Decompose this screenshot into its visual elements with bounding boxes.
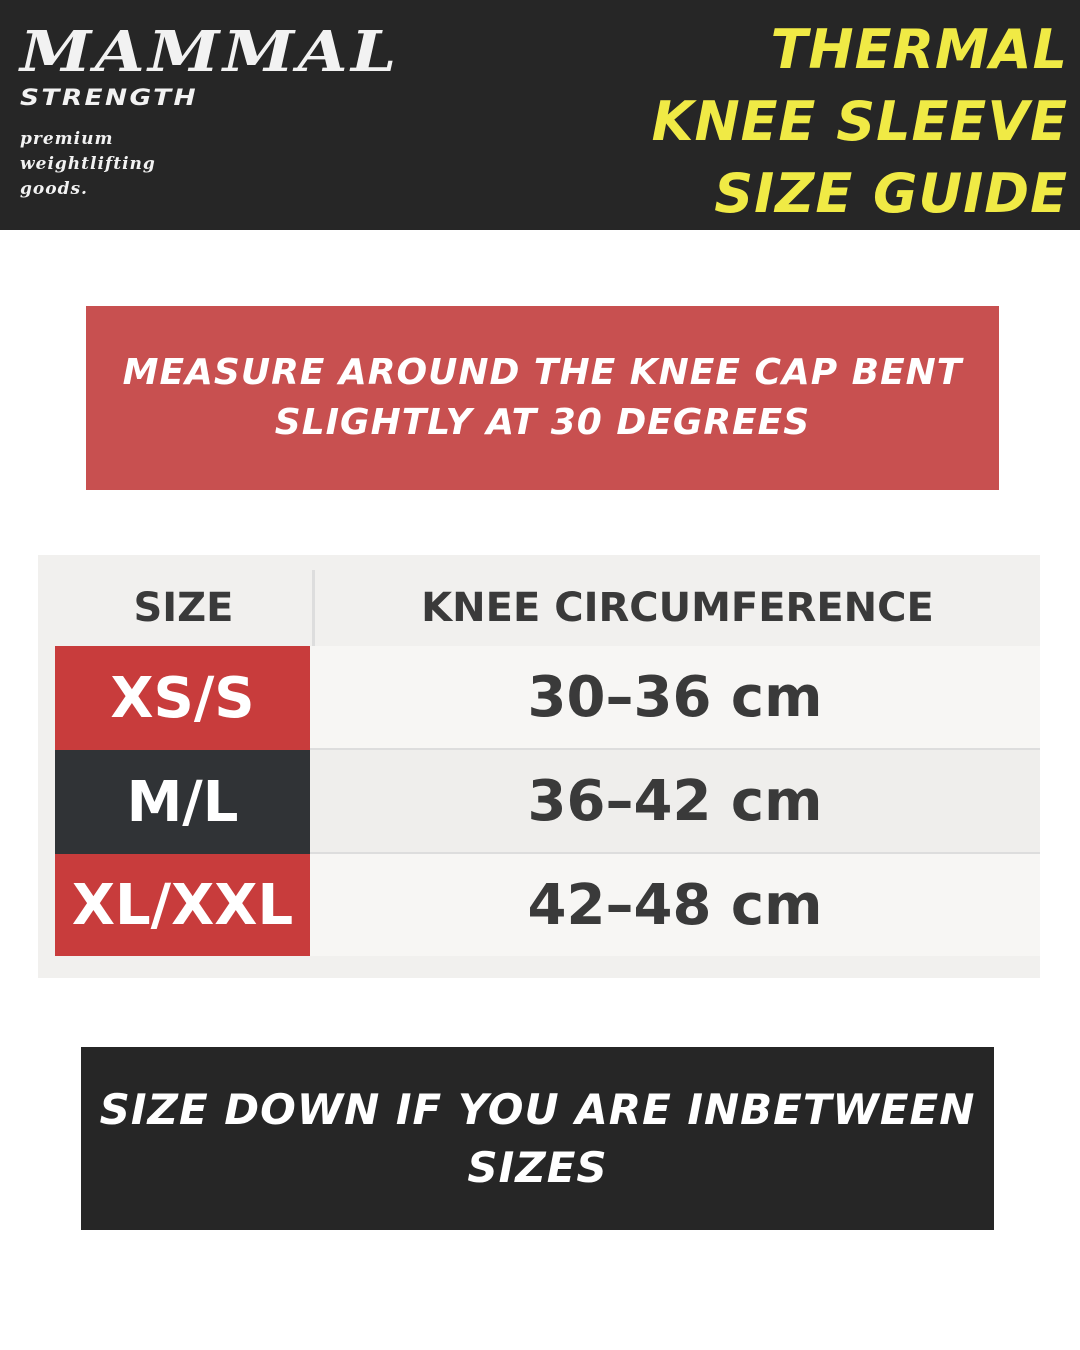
header-size: SIZE [55,570,315,646]
size-table: SIZE KNEE CIRCUMFERENCE XS/S 30–36 cm M/… [38,555,1040,978]
title-line: THERMAL [770,18,1068,81]
table-row: M/L 36–42 cm [55,750,1040,854]
table-header: SIZE KNEE CIRCUMFERENCE [55,570,1040,646]
table-row: XL/XXL 42–48 cm [55,854,1040,956]
size-cell: XS/S [55,646,310,750]
size-cell: XL/XXL [55,854,310,956]
brand-tagline: premium weightlifting goods. [20,127,350,202]
header: MAMMAL STRENGTH premium weightlifting go… [0,0,1080,230]
brand-sub: STRENGTH [20,86,198,111]
brand-name: MAMMAL [20,19,400,85]
tagline-line: premium [20,129,114,149]
tagline-line: goods. [20,179,88,199]
title-line: SIZE GUIDE [714,162,1068,225]
size-cell: M/L [55,750,310,854]
brand-logo: MAMMAL STRENGTH premium weightlifting go… [20,22,396,202]
title-line: KNEE SLEEVE [651,90,1068,153]
measure-instruction: MEASURE AROUND THE KNEE CAP BENT SLIGHTL… [86,306,999,490]
range-cell: 36–42 cm [310,750,1040,854]
page-title: THERMAL KNEE SLEEVE SIZE GUIDE [652,14,1068,230]
header-circumference: KNEE CIRCUMFERENCE [421,585,934,631]
tagline-line: weightlifting [20,154,156,174]
range-cell: 42–48 cm [310,854,1040,956]
range-cell: 30–36 cm [310,646,1040,750]
sizing-advice: SIZE DOWN IF YOU ARE INBETWEEN SIZES [81,1047,994,1230]
table-row: XS/S 30–36 cm [55,646,1040,750]
